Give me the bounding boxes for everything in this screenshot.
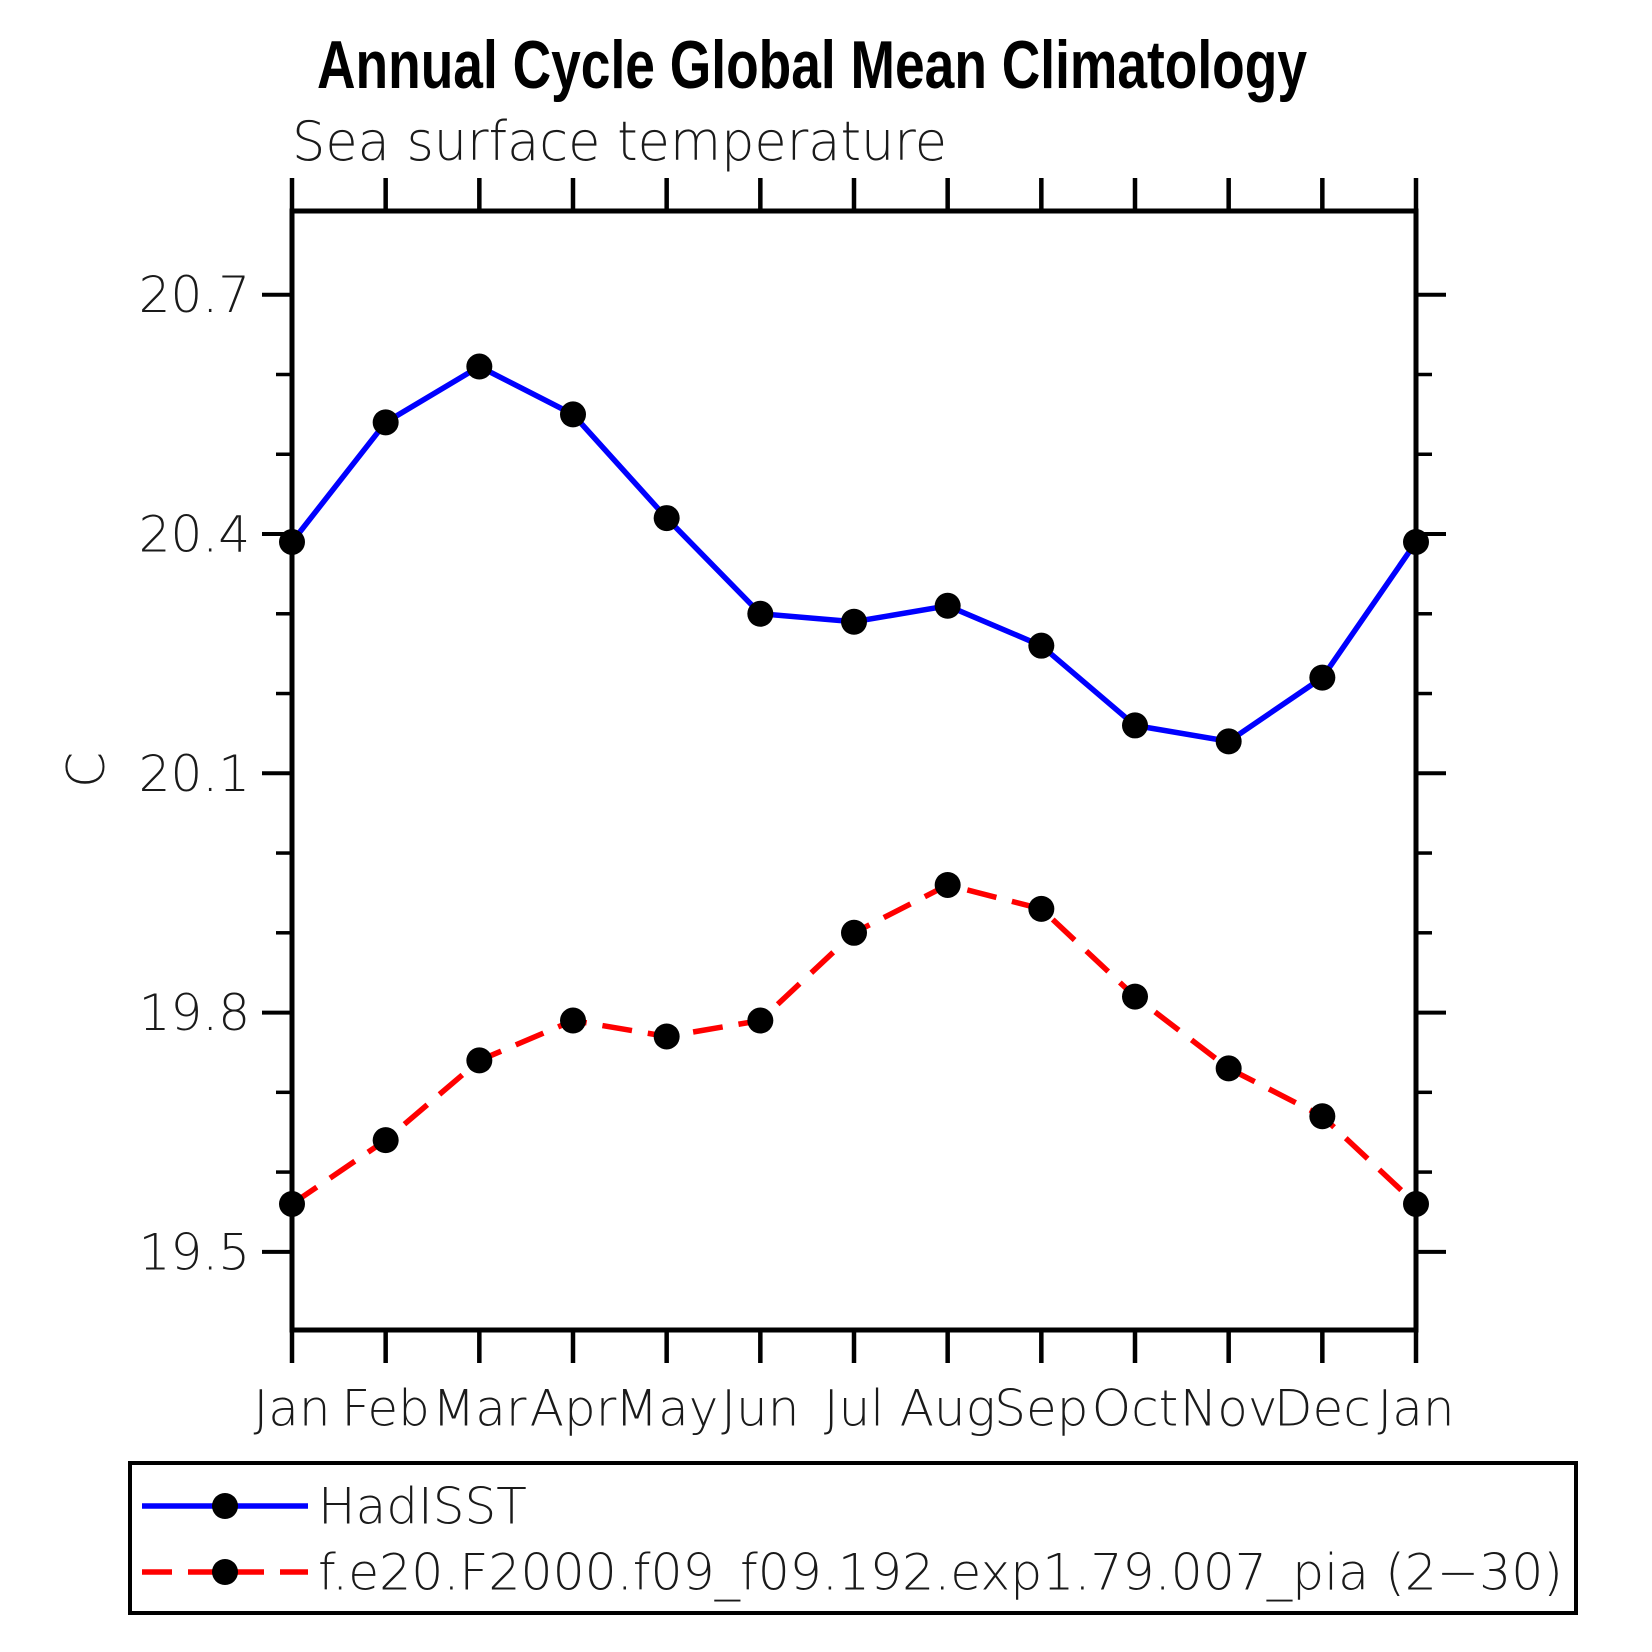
x-tick-label: May [615,1380,718,1438]
x-axis-ticks-bottom [289,1330,1419,1363]
legend-border [128,1461,1578,1615]
data-point [1028,632,1055,659]
legend-entry-hadisst: HadISST [142,1478,527,1536]
data-point [372,409,399,436]
data-point [1403,528,1429,555]
legend-marker-dot [212,1559,238,1585]
data-point [1215,728,1242,755]
data-point [279,528,305,555]
x-tick-label: Aug [900,1380,996,1438]
data-point [1309,1103,1336,1130]
x-tick-label: Mar [432,1380,527,1438]
legend-label-hadisst: HadISST [318,1478,527,1536]
data-point [1122,983,1148,1010]
y-tick-label: 19.5 [139,1223,250,1281]
legend-entry-model: f.e20.F2000.f09_f09.192.exp1.79.007_pia … [142,1544,1563,1602]
legend-marker-dot [212,1493,238,1519]
x-tick-label: Nov [1180,1380,1278,1438]
chart-subtitle: Sea surface temperature [292,110,947,173]
data-point [934,871,961,898]
data-point [1215,1055,1242,1082]
y-axis-unit-label: C [57,752,117,788]
data-point [841,608,867,635]
x-tick-label: Apr [530,1380,617,1438]
x-tick-label: Jan [253,1380,330,1438]
data-point [466,1047,493,1074]
data-point [1309,664,1336,691]
data-point [747,600,774,627]
data-point [1122,712,1148,739]
chart-title: Annual Cycle Global Mean Climatology [317,27,1307,103]
data-point [560,1007,586,1034]
data-point [653,505,680,532]
data-point [841,919,867,946]
y-axis-ticks-right [1416,292,1446,1254]
x-tick-label: Oct [1092,1380,1178,1438]
y-tick-label: 20.7 [139,266,250,324]
data-point [1403,1190,1429,1217]
x-tick-label: Jul [824,1380,884,1438]
x-tick-label: Feb [341,1380,430,1438]
y-axis-tick-labels: 19.5 19.8 20.1 20.4 20.7 [139,266,250,1281]
x-tick-label: Sep [994,1380,1088,1438]
data-point [372,1127,399,1154]
y-tick-label: 20.1 [139,745,250,803]
data-point [279,1190,305,1217]
y-tick-label: 19.8 [139,984,250,1042]
series-lines [289,363,1419,1207]
x-tick-label: Jan [1377,1380,1454,1438]
data-point [560,401,586,428]
data-point [466,353,493,380]
data-point [934,592,961,619]
data-point [747,1007,774,1034]
legend-box: HadISST f.e20.F2000.f09_f09.192.exp1.79.… [128,1461,1578,1615]
series-line-0 [289,363,1419,745]
series-points [279,353,1429,1217]
x-tick-label: Dec [1274,1380,1371,1438]
x-tick-label: Jun [721,1380,799,1438]
y-tick-label: 20.4 [139,506,250,564]
data-point [1028,895,1055,922]
y-axis-ticks-left [262,292,292,1254]
x-axis-ticks-top [289,178,1419,211]
data-point [653,1023,680,1050]
legend-label-model: f.e20.F2000.f09_f09.192.exp1.79.007_pia … [318,1544,1563,1602]
